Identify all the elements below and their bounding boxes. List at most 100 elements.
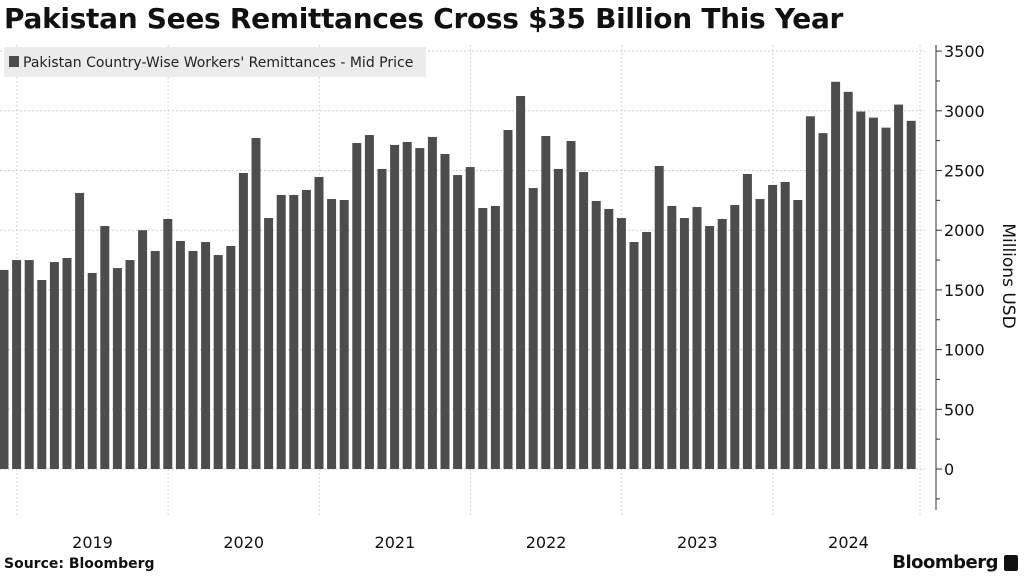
bar-2020-04 xyxy=(213,255,223,469)
bar-2020-12 xyxy=(314,176,324,469)
bar-2022-11 xyxy=(604,208,614,470)
bar-2024-10 xyxy=(894,104,904,470)
bar-2020-11 xyxy=(301,189,311,469)
bar-2024-09 xyxy=(881,127,891,469)
x-tick-label: 2019 xyxy=(72,533,113,552)
bar-2022-12 xyxy=(616,218,626,469)
bar-2022-05 xyxy=(528,188,538,469)
x-tick-label: 2021 xyxy=(375,533,416,552)
bar-2023-01 xyxy=(629,242,639,469)
y-tick-label: 2500 xyxy=(944,162,985,181)
bar-2019-10 xyxy=(138,230,148,469)
bar-2024-07 xyxy=(856,111,866,469)
bar-2019-03 xyxy=(49,262,59,469)
bars xyxy=(0,81,916,470)
bar-2021-11 xyxy=(453,175,463,469)
bar-2020-07 xyxy=(251,138,261,469)
bar-2022-01 xyxy=(478,207,488,470)
bar-2019-07 xyxy=(100,226,110,469)
bar-2023-11 xyxy=(755,199,765,469)
bar-2024-05 xyxy=(831,81,841,469)
y-tick-label: 1500 xyxy=(944,281,985,300)
legend-swatch xyxy=(9,56,19,67)
bar-2023-09 xyxy=(730,205,740,470)
bar-2023-07 xyxy=(705,226,715,469)
bar-2022-08 xyxy=(566,141,576,470)
bar-2020-06 xyxy=(238,173,248,470)
bar-2021-08 xyxy=(415,148,425,469)
bar-2023-03 xyxy=(654,165,664,469)
x-tick-label: 2024 xyxy=(828,533,869,552)
bar-2022-04 xyxy=(516,95,526,470)
bar-2019-02 xyxy=(37,279,47,469)
bar-2022-06 xyxy=(541,135,551,469)
bar-2023-06 xyxy=(692,207,702,469)
bar-2021-10 xyxy=(440,154,450,469)
bar-2019-09 xyxy=(125,260,135,469)
bar-2024-11 xyxy=(906,120,916,470)
source-note: Source: Bloomberg xyxy=(4,556,155,572)
y-tick-label: 3000 xyxy=(944,102,985,121)
bar-2024-03 xyxy=(805,116,815,470)
y-axis-label: Millions USD xyxy=(998,223,1018,328)
bar-2020-05 xyxy=(226,245,236,469)
bar-2021-02 xyxy=(339,199,349,469)
legend-label: Pakistan Country-Wise Workers' Remittanc… xyxy=(23,55,413,71)
bar-2023-12 xyxy=(768,184,778,470)
bloomberg-logo: Bloomberg xyxy=(892,552,998,573)
legend: Pakistan Country-Wise Workers' Remittanc… xyxy=(4,47,426,77)
bar-2022-10 xyxy=(591,200,601,469)
y-axis: 0 500 1000 1500 2000 2500 3000 3500 xyxy=(935,42,985,510)
bar-2020-08 xyxy=(264,218,274,469)
bar-2019-01 xyxy=(24,260,34,469)
x-axis: 2019 2020 2021 2022 2023 2024 xyxy=(72,533,869,552)
x-tick-label: 2020 xyxy=(223,533,264,552)
bar-2024-01 xyxy=(780,181,790,469)
bar-2023-08 xyxy=(717,218,727,469)
y-tick-label: 3500 xyxy=(944,42,985,61)
bar-2021-12 xyxy=(465,167,475,469)
chart-title: Pakistan Sees Remittances Cross $35 Bill… xyxy=(4,2,844,35)
bar-2019-12 xyxy=(163,218,173,469)
y-tick-label: 1000 xyxy=(944,341,985,360)
y-tick-label: 2000 xyxy=(944,221,985,240)
bar-2020-10 xyxy=(289,194,299,470)
bar-2018-11 xyxy=(0,269,9,469)
bar-2021-09 xyxy=(427,136,437,469)
bar-2021-04 xyxy=(364,135,374,469)
bar-2023-05 xyxy=(679,218,689,469)
bar-2024-04 xyxy=(818,133,828,469)
bar-2022-02 xyxy=(490,205,500,470)
bar-2019-08 xyxy=(112,268,122,469)
bar-2022-09 xyxy=(579,172,589,470)
bar-2019-05 xyxy=(75,192,85,469)
bar-2024-06 xyxy=(843,91,853,469)
bar-2019-06 xyxy=(87,272,97,469)
bar-2023-10 xyxy=(742,173,752,470)
bar-2020-03 xyxy=(201,242,211,469)
bloomberg-icon xyxy=(1004,555,1018,571)
bar-2019-04 xyxy=(62,258,72,469)
bar-2023-04 xyxy=(667,205,677,470)
bar-2020-01 xyxy=(175,240,185,469)
bar-2018-12 xyxy=(12,260,22,469)
bar-2023-02 xyxy=(642,231,652,469)
bar-2021-03 xyxy=(352,143,362,469)
bar-2022-03 xyxy=(503,130,513,469)
bar-2021-07 xyxy=(402,141,412,470)
y-tick-label: 500 xyxy=(944,400,975,419)
bar-2020-02 xyxy=(188,250,198,469)
y-tick-label: 0 xyxy=(944,460,954,479)
legend-background xyxy=(4,47,426,77)
bar-2024-08 xyxy=(868,117,878,469)
bar-2024-02 xyxy=(793,199,803,469)
bar-2021-06 xyxy=(390,144,400,469)
x-tick-label: 2023 xyxy=(677,533,718,552)
x-tick-label: 2022 xyxy=(526,533,567,552)
bar-2021-01 xyxy=(327,199,337,469)
bar-2019-11 xyxy=(150,250,160,469)
bar-2020-09 xyxy=(276,194,286,470)
bar-2022-07 xyxy=(553,168,563,469)
bar-2021-05 xyxy=(377,168,387,469)
